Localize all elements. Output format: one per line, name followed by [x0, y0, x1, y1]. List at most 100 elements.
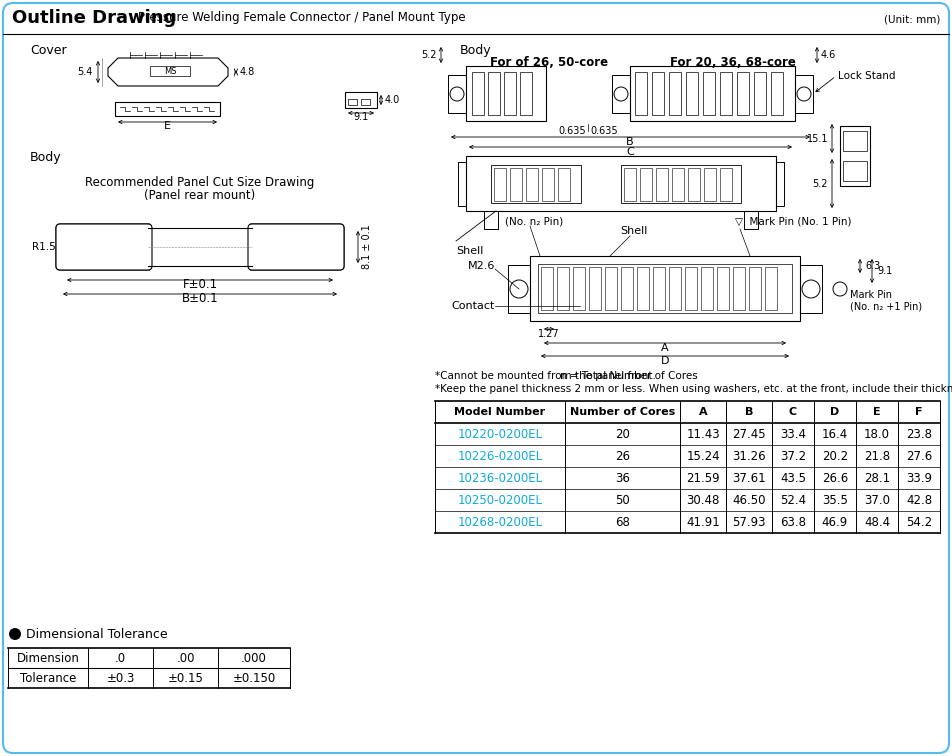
FancyBboxPatch shape	[3, 3, 949, 753]
Text: D: D	[830, 407, 840, 417]
Bar	[703, 72, 715, 115]
Text: Pressure Welding Female Connector / Panel Mount Type: Pressure Welding Female Connector / Pane…	[138, 11, 466, 24]
Text: 50: 50	[615, 494, 630, 507]
Text: B: B	[744, 407, 753, 417]
Text: For 20, 36, 68-core: For 20, 36, 68-core	[670, 56, 796, 69]
Text: 21.8: 21.8	[863, 450, 890, 463]
Text: Number of Cores: Number of Cores	[570, 407, 675, 417]
Bar	[843, 161, 867, 181]
Text: (Panel rear mount): (Panel rear mount)	[145, 189, 256, 202]
Text: 10226-0200EL: 10226-0200EL	[457, 450, 543, 463]
Bar	[749, 267, 761, 310]
Bar	[843, 131, 867, 151]
Text: Recommended Panel Cut Size Drawing: Recommended Panel Cut Size Drawing	[86, 176, 315, 189]
Text: Cover: Cover	[30, 44, 67, 57]
Text: Shell: Shell	[620, 226, 647, 236]
Text: ±0.3: ±0.3	[107, 671, 134, 684]
Bar	[542, 168, 554, 201]
Bar	[701, 267, 713, 310]
Text: 11.43: 11.43	[686, 427, 720, 441]
Text: 5.4: 5.4	[78, 67, 93, 77]
Text: 5.2: 5.2	[812, 179, 828, 189]
Text: 36: 36	[615, 472, 630, 485]
Text: 21.59: 21.59	[686, 472, 720, 485]
Text: 23.8: 23.8	[906, 427, 932, 441]
Text: Mark Pin
(No. n₂ +1 Pin): Mark Pin (No. n₂ +1 Pin)	[850, 290, 922, 311]
Bar	[685, 267, 697, 310]
Bar	[530, 256, 800, 321]
Bar	[737, 72, 749, 115]
Text: 52.4: 52.4	[780, 494, 806, 507]
Text: F±0.1: F±0.1	[183, 278, 218, 292]
Text: For of 26, 50-core: For of 26, 50-core	[490, 56, 608, 69]
Bar	[720, 72, 732, 115]
Text: ±0.15: ±0.15	[168, 671, 204, 684]
Bar	[720, 168, 732, 201]
Bar	[669, 72, 681, 115]
Bar	[612, 75, 630, 113]
Text: .0: .0	[115, 652, 126, 665]
Text: 9.1: 9.1	[353, 112, 368, 122]
Text: Tolerance: Tolerance	[20, 671, 76, 684]
Bar	[776, 162, 784, 206]
Bar	[361, 99, 370, 105]
Bar	[717, 267, 729, 310]
Text: 37.0: 37.0	[864, 494, 890, 507]
Bar	[704, 168, 716, 201]
Text: C: C	[789, 407, 797, 417]
Bar	[520, 72, 532, 115]
Text: Model Number: Model Number	[454, 407, 545, 417]
Bar	[115, 102, 220, 116]
Text: D: D	[661, 356, 669, 366]
Bar	[733, 267, 745, 310]
Bar	[526, 168, 538, 201]
Text: 18.0: 18.0	[864, 427, 890, 441]
Bar	[688, 168, 700, 201]
Text: 8.1 ± 0.1: 8.1 ± 0.1	[362, 225, 372, 269]
Text: 54.2: 54.2	[906, 516, 932, 528]
Text: C: C	[626, 147, 634, 157]
Bar	[624, 168, 636, 201]
Bar	[448, 75, 466, 113]
Text: 48.4: 48.4	[863, 516, 890, 528]
Bar	[635, 72, 647, 115]
Text: 57.93: 57.93	[732, 516, 765, 528]
Text: 46.50: 46.50	[732, 494, 765, 507]
Bar	[656, 168, 668, 201]
Bar	[557, 267, 569, 310]
Text: 5.2: 5.2	[422, 50, 437, 60]
Bar	[494, 168, 506, 201]
Text: A: A	[699, 407, 707, 417]
Text: 27.45: 27.45	[732, 427, 765, 441]
Text: 4.8: 4.8	[240, 67, 255, 77]
Text: .00: .00	[176, 652, 195, 665]
Text: 4.0: 4.0	[385, 95, 400, 105]
Bar	[840, 126, 870, 186]
Text: 33.9: 33.9	[906, 472, 932, 485]
Bar	[589, 267, 601, 310]
Text: 35.5: 35.5	[823, 494, 848, 507]
Text: E: E	[164, 121, 170, 131]
Text: ▽  Mark Pin (No. 1 Pin): ▽ Mark Pin (No. 1 Pin)	[735, 216, 851, 226]
Bar	[800, 265, 822, 313]
Text: 41.91: 41.91	[686, 516, 720, 528]
Bar	[488, 72, 500, 115]
Text: 10236-0200EL: 10236-0200EL	[458, 472, 543, 485]
Text: 27.6: 27.6	[906, 450, 932, 463]
Text: R1.5: R1.5	[32, 242, 56, 252]
Text: 1.27: 1.27	[538, 329, 560, 339]
Text: ±0.150: ±0.150	[232, 671, 276, 684]
Text: 0.635: 0.635	[590, 126, 618, 136]
Text: A: A	[662, 343, 669, 353]
Text: *Cannot be mounted from the panel front.: *Cannot be mounted from the panel front.	[435, 371, 656, 381]
Text: 30.48: 30.48	[686, 494, 720, 507]
Text: 37.61: 37.61	[732, 472, 765, 485]
Text: 43.5: 43.5	[780, 472, 806, 485]
Text: Dimension: Dimension	[16, 652, 79, 665]
Text: 33.4: 33.4	[780, 427, 806, 441]
Text: 0.635: 0.635	[559, 126, 586, 136]
Text: (Unit: mm): (Unit: mm)	[883, 14, 940, 24]
Bar	[508, 265, 530, 313]
Bar	[504, 72, 516, 115]
Text: Contact: Contact	[451, 301, 495, 311]
